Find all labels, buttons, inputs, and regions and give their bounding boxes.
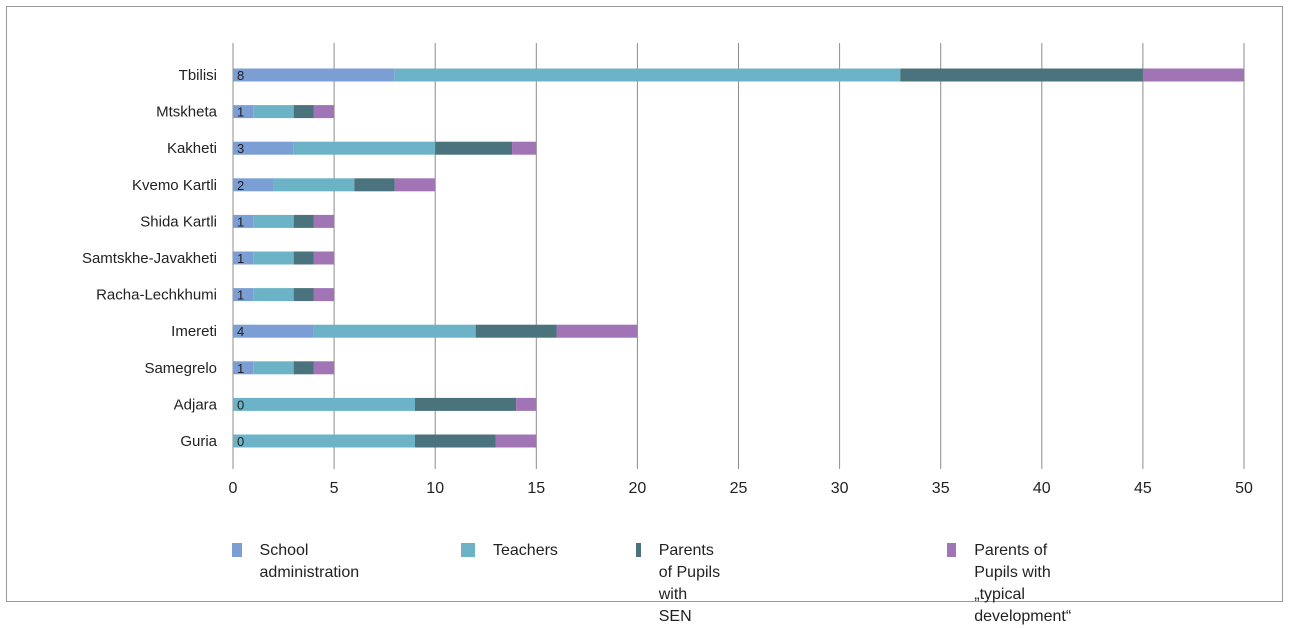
category-label: Adjara (174, 396, 218, 413)
bar-segment-samtskhe-javakheti-1 (253, 251, 294, 265)
bar-segment-mtskheta-3 (313, 105, 335, 119)
data-label: 1 (237, 288, 244, 303)
data-label: 1 (237, 361, 244, 376)
bar-segment-shida-kartli-2 (293, 214, 314, 228)
data-label: 2 (237, 178, 244, 193)
bar-segment-mtskheta-0 (233, 105, 254, 119)
bar-segment-imereti-0 (233, 324, 314, 338)
x-tick-label: 40 (1033, 480, 1051, 497)
category-label: Shida Kartli (140, 213, 217, 230)
legend-item-teachers: Teachers (461, 540, 558, 562)
x-tick-label: 15 (527, 480, 545, 497)
category-label: Kvemo Kartli (132, 177, 217, 194)
chart-frame: 0 5 10 15 20 25 30 35 40 45 50 Tbilisi 8 Mtskheta 1 Kak… (6, 6, 1283, 625)
bar-segment-samegrelo-2 (293, 361, 314, 375)
legend-label-school-administration: School administration (259, 542, 360, 581)
x-tick-label: 45 (1134, 480, 1152, 497)
bar-segment-samegrelo-0 (233, 361, 254, 375)
data-label: 0 (237, 434, 244, 449)
legend-item-parents-typical: Parents of Pupils with „typical developm… (947, 540, 1076, 628)
legend-swatch-teachers (461, 543, 475, 557)
bar-segment-adjara-2 (414, 397, 517, 411)
data-label: 0 (237, 397, 244, 412)
bar-segment-mtskheta-2 (293, 105, 314, 119)
data-label: 1 (237, 105, 244, 120)
legend-swatch-parents-sen (636, 543, 641, 557)
bar-segment-kvemo-kartli-3 (394, 178, 436, 192)
bar-segment-adjara-3 (516, 397, 537, 411)
bar-segment-kvemo-kartli-2 (354, 178, 395, 192)
bar-segment-samtskhe-javakheti-3 (313, 251, 335, 265)
bar-segment-adjara-1 (233, 397, 415, 411)
bar-segment-imereti-3 (556, 324, 638, 338)
x-tick-label: 25 (730, 480, 748, 497)
category-label: Tbilisi (179, 67, 217, 84)
bar-segment-kakheti-0 (233, 141, 294, 155)
bar-segment-racha-lechkhumi-3 (313, 288, 335, 302)
bar-segment-racha-lechkhumi-2 (293, 288, 314, 302)
bar-segment-tbilisi-1 (394, 68, 901, 82)
bar-segment-guria-1 (233, 434, 415, 448)
bar-segment-kakheti-1 (293, 141, 436, 155)
bar-segment-guria-2 (414, 434, 496, 448)
bar-segment-tbilisi-0 (233, 68, 395, 82)
bar-segment-guria-3 (495, 434, 537, 448)
x-tick-label: 20 (629, 480, 647, 497)
bar-segment-shida-kartli-3 (313, 214, 335, 228)
bar-segment-samtskhe-javakheti-0 (233, 251, 254, 265)
bar-segment-kakheti-3 (512, 141, 537, 155)
bar-segment-imereti-2 (475, 324, 557, 338)
category-label: Samtskhe-Javakheti (82, 250, 217, 267)
data-label: 3 (237, 141, 244, 156)
bars (233, 68, 1244, 448)
bar-segment-shida-kartli-1 (253, 214, 294, 228)
data-label: 8 (237, 68, 244, 83)
x-tick-label: 5 (330, 480, 339, 497)
bar-segment-kakheti-2 (435, 141, 513, 155)
category-label: Guria (180, 433, 217, 450)
bar-segment-kvemo-kartli-0 (233, 178, 274, 192)
legend-label-parents-typical: Parents of Pupils with „typical developm… (974, 542, 1072, 625)
bar-segment-racha-lechkhumi-1 (253, 288, 294, 302)
bar-segment-imereti-1 (313, 324, 476, 338)
x-tick-label: 0 (229, 480, 238, 497)
legend-item-school-administration: School administration (232, 540, 364, 584)
data-label: 1 (237, 251, 244, 266)
legend-swatch-parents-typical (947, 543, 957, 557)
bar-segment-tbilisi-2 (900, 68, 1143, 82)
bar-segment-samegrelo-3 (313, 361, 335, 375)
bar-segment-samtskhe-javakheti-2 (293, 251, 314, 265)
category-label: Racha-Lechkhumi (96, 287, 217, 304)
x-tick-label: 30 (831, 480, 849, 497)
bar-segment-mtskheta-1 (253, 105, 294, 119)
bar-segment-samegrelo-1 (253, 361, 294, 375)
category-label: Imereti (171, 323, 217, 340)
x-tick-label: 50 (1235, 480, 1253, 497)
category-label: Kakheti (167, 140, 217, 157)
bar-segment-tbilisi-3 (1142, 68, 1244, 82)
data-label: 1 (237, 214, 244, 229)
category-label: Mtskheta (156, 104, 218, 121)
legend-item-parents-sen: Parents of Pupils with SEN (636, 540, 723, 628)
x-tick-label: 10 (426, 480, 444, 497)
legend-label-teachers: Teachers (493, 542, 558, 559)
category-label: Samegrelo (144, 360, 217, 377)
data-label: 4 (237, 324, 244, 339)
bar-segment-kvemo-kartli-1 (273, 178, 355, 192)
legend-label-parents-sen: Parents of Pupils with SEN (658, 542, 721, 625)
legend-swatch-school-administration (232, 543, 242, 557)
bar-segment-shida-kartli-0 (233, 214, 254, 228)
bar-segment-racha-lechkhumi-0 (233, 288, 254, 302)
x-tick-label: 35 (932, 480, 950, 497)
